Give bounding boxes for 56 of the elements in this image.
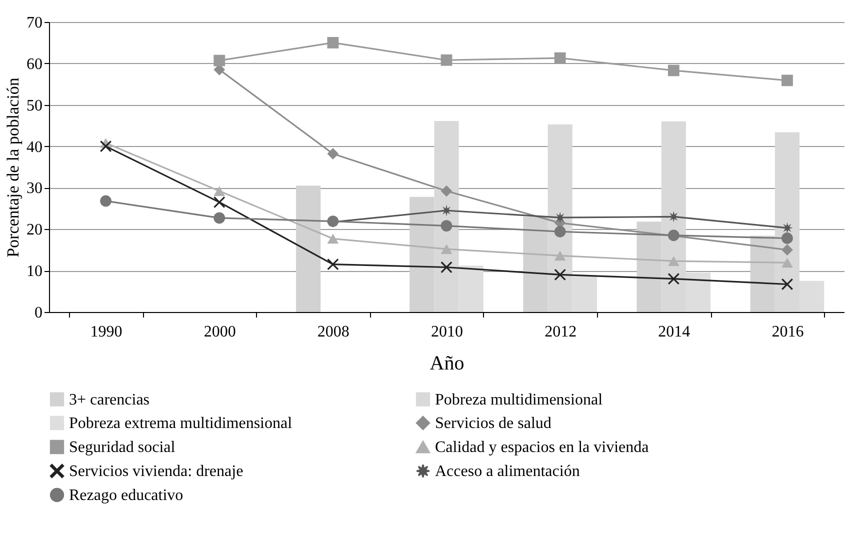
point: [440, 244, 452, 254]
point: [782, 258, 793, 268]
legend-label: Pobreza multidimensional: [435, 391, 604, 408]
point: [214, 196, 226, 208]
point: [100, 195, 112, 207]
legend-label: Servicios de salud: [435, 415, 552, 432]
point: [327, 258, 339, 270]
point: [782, 232, 793, 244]
point: [440, 185, 452, 197]
legend-label: Pobreza extrema multidimensional: [69, 415, 293, 432]
legend-label: Servicios vivienda: drenaje: [69, 463, 244, 480]
legend-label: Rezago educativo: [69, 487, 184, 504]
y-axis-title: Porcentaje de la población: [4, 77, 22, 258]
point: [782, 244, 793, 256]
y-tick-label: 50: [26, 97, 42, 114]
point: [440, 220, 452, 232]
point: [668, 64, 680, 76]
point: [440, 204, 452, 216]
x-tick-label: 2014: [658, 324, 690, 340]
point: [327, 234, 339, 244]
x-tick-label: 2012: [544, 324, 577, 340]
y-tick-label: 30: [26, 180, 42, 198]
point: [327, 148, 339, 160]
point: [440, 54, 452, 66]
point: [782, 222, 793, 234]
point: [327, 37, 339, 48]
legend-label: Seguridad social: [69, 439, 176, 456]
y-tick-label: 20: [26, 222, 42, 239]
legend-label: Calidad y espacios en la vivienda: [435, 439, 649, 456]
point: [554, 226, 566, 238]
y-tick-label: 40: [26, 138, 42, 156]
x-tick-label: 1990: [90, 324, 122, 340]
point: [554, 250, 566, 261]
bar: [296, 186, 321, 312]
legend-label: 3+ carencias: [69, 391, 150, 408]
point: [554, 269, 566, 280]
point: [214, 212, 226, 224]
y-tick-label: 70: [26, 14, 42, 32]
x-tick-label: 2000: [204, 324, 236, 340]
x-tick-label: 2010: [431, 324, 463, 340]
point: [554, 52, 566, 64]
y-tick-label: 0: [34, 304, 42, 322]
point: [668, 273, 680, 285]
point: [214, 186, 226, 196]
point: [668, 256, 680, 266]
point: [440, 262, 452, 273]
y-tick-label: 10: [26, 263, 42, 280]
x-axis-title: Año: [430, 352, 464, 374]
point: [214, 54, 226, 66]
x-tick-label: 2008: [317, 324, 350, 340]
y-tick-label: 60: [26, 56, 42, 73]
x-tick-label: 2016: [772, 324, 804, 340]
point: [100, 140, 112, 152]
point: [782, 278, 793, 290]
point: [782, 74, 793, 86]
legend-label: Acceso a alimentación: [435, 463, 580, 480]
